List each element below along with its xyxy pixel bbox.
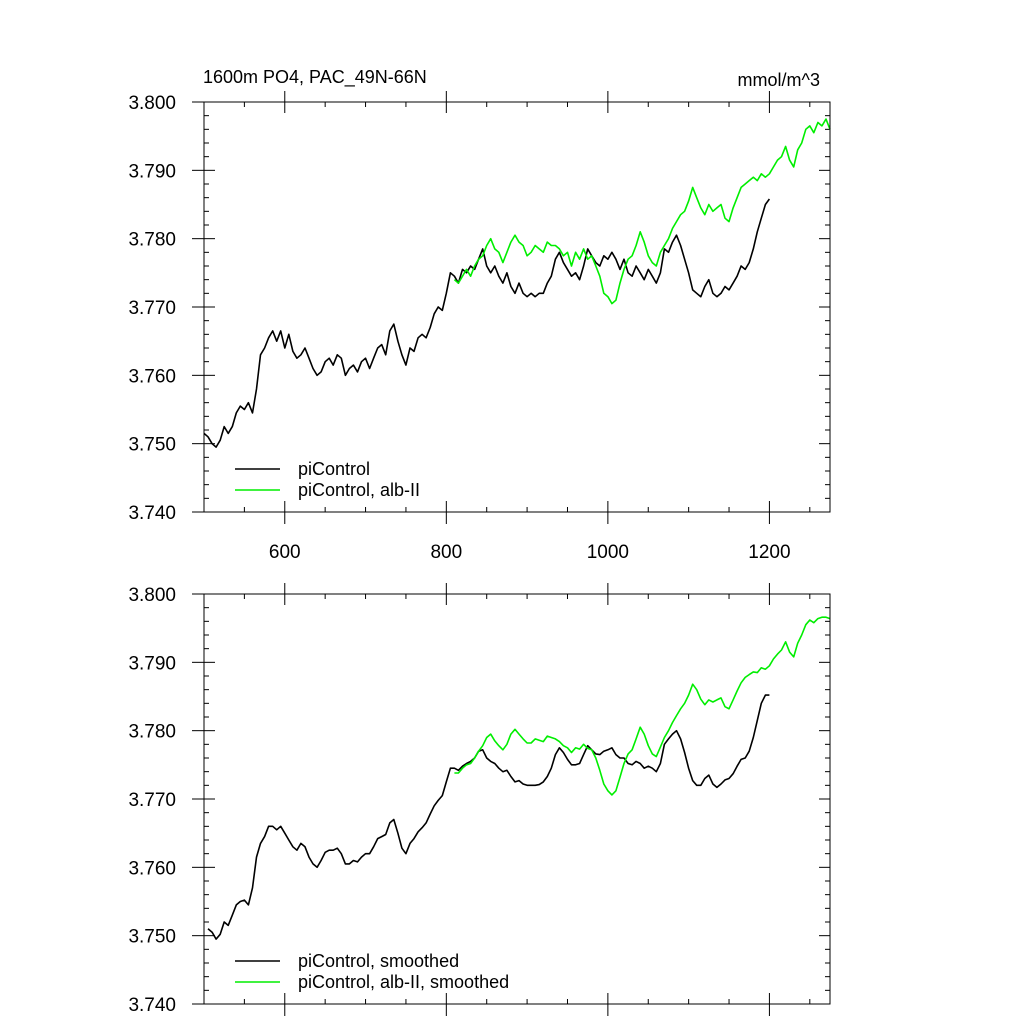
legend-label-0: piControl, smoothed xyxy=(298,951,459,971)
x-tick-label: 600 xyxy=(269,542,301,563)
top-panel-series xyxy=(203,118,831,448)
y-tick-label: 3.770 xyxy=(128,790,176,811)
bottom-panel-series xyxy=(207,616,831,940)
y-tick-label: 3.740 xyxy=(128,503,176,524)
series-line-1 xyxy=(454,616,831,796)
x-tick-label: 1200 xyxy=(748,542,790,563)
top-panel: 1600m PO4, PAC_49N-66N mmol/m^3 3.7403.7… xyxy=(128,67,831,563)
y-tick-label: 3.790 xyxy=(128,161,176,182)
chart-title: 1600m PO4, PAC_49N-66N xyxy=(203,67,427,88)
y-tick-label: 3.800 xyxy=(128,585,176,606)
top-panel-ticks: 3.740 3.750 3.760 3.770 3.780 3.790 3.800 600 80… xyxy=(128,91,830,563)
units-label: mmol/m^3 xyxy=(738,70,820,90)
legend-label-1: piControl, alb-II xyxy=(298,480,420,500)
top-panel-frame xyxy=(203,101,831,513)
y-tick-label: 3.740 xyxy=(128,995,176,1016)
bottom-panel-ticks: 3.740 3.750 3.760 3.770 3.780 3.790 3.800 xyxy=(128,583,830,1016)
x-tick-label: 800 xyxy=(430,542,462,563)
y-tick-label: 3.800 xyxy=(128,93,176,114)
y-tick-label: 3.760 xyxy=(128,858,176,879)
legend-label-1: piControl, alb-II, smoothed xyxy=(298,972,509,992)
y-tick-label: 3.780 xyxy=(128,722,176,743)
y-tick-label: 3.780 xyxy=(128,230,176,251)
x-tick-label: 1000 xyxy=(587,542,629,563)
y-tick-label: 3.750 xyxy=(128,927,176,948)
y-tick-label: 3.770 xyxy=(128,298,176,319)
series-line-0 xyxy=(207,694,770,940)
bottom-panel-frame xyxy=(203,593,831,1005)
series-line-1 xyxy=(453,118,831,305)
y-tick-label: 3.760 xyxy=(128,366,176,387)
bottom-panel: 3.740 3.750 3.760 3.770 3.780 3.790 3.800 piCo… xyxy=(128,583,831,1016)
y-tick-label: 3.750 xyxy=(128,435,176,456)
series-line-0 xyxy=(203,198,771,448)
legend-label-0: piControl xyxy=(298,459,370,479)
y-tick-label: 3.790 xyxy=(128,653,176,674)
